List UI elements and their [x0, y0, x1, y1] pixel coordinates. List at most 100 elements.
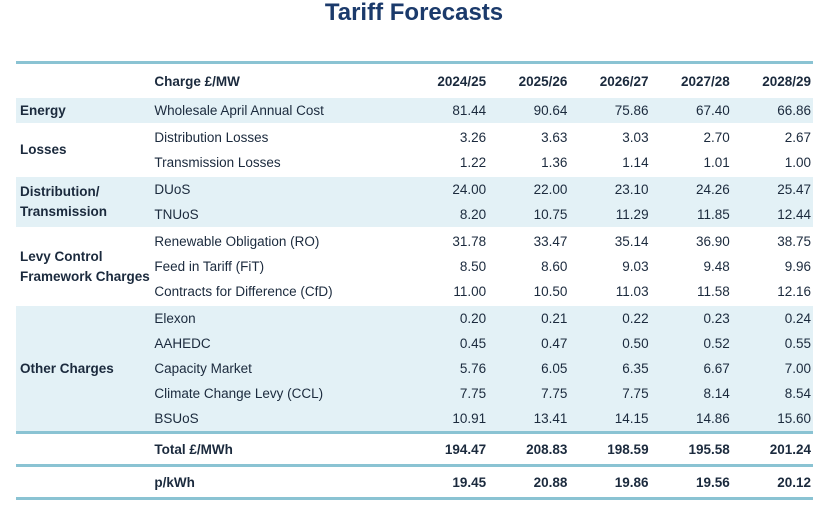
value-cell: 7.75: [569, 381, 651, 406]
charge-name: Contracts for Difference (CfD): [154, 284, 333, 299]
table-row: Climate Change Levy (CCL) 7.75 7.75 7.75…: [16, 381, 813, 406]
table-row: Energy Wholesale April Annual Cost 81.44…: [16, 98, 813, 124]
value-cell: 10.75: [488, 202, 570, 228]
value-cell: 23.10: [569, 175, 651, 202]
charge-name: Elexon: [150, 304, 407, 331]
value-cell: 8.50: [459, 259, 487, 274]
group-label-levy: Levy Control Framework Charges: [16, 227, 151, 305]
value-cell: 8.54: [731, 381, 813, 406]
value-cell: 24.26: [650, 175, 732, 202]
charge-name: Distribution Losses: [150, 123, 407, 150]
charge-name: Climate Change Levy (CCL): [150, 381, 407, 406]
value-cell: 14.15: [569, 406, 651, 433]
value-cell: 33.47: [488, 227, 570, 254]
value-cell: 14.86: [650, 406, 732, 433]
group-label-other: Other Charges: [16, 304, 151, 433]
value-cell: 1.01: [703, 155, 730, 170]
value-cell: 25.47: [731, 175, 813, 202]
charge-name: DUoS: [150, 175, 407, 202]
value-cell: 11.85: [650, 202, 732, 228]
value-cell: 12.16: [777, 284, 811, 299]
year-header: 2025/26: [488, 61, 570, 98]
charge-name: Feed in Tariff (FiT): [154, 259, 265, 274]
value-cell: 15.60: [731, 406, 813, 433]
pkwh-value: 19.56: [650, 464, 732, 500]
value-cell: 2.67: [731, 123, 813, 150]
value-cell: 10.91: [406, 406, 489, 433]
table-row: Transmission Losses 1.22 1.36 1.14 1.01 …: [16, 150, 813, 176]
value-cell: 13.41: [488, 406, 570, 433]
page-title: Tariff Forecasts: [324, 0, 504, 26]
table-row: Contracts for Difference (CfD) 11.00 10.…: [16, 279, 813, 305]
value-cell: 0.52: [650, 331, 732, 356]
total-value: 198.59: [569, 431, 651, 466]
year-header: 2028/29: [731, 61, 813, 98]
value-cell: 3.63: [488, 123, 570, 150]
value-cell: 7.00: [731, 356, 813, 381]
total-value: 194.47: [406, 431, 489, 466]
value-cell: 12.44: [731, 202, 813, 228]
pkwh-value: 19.45: [406, 464, 489, 500]
value-cell: 31.78: [406, 227, 489, 254]
value-cell: 90.64: [488, 98, 570, 124]
group-label-line: Levy Control: [20, 248, 103, 264]
table-row: Feed in Tariff (FiT) 8.50 8.60 9.03 9.48…: [16, 254, 813, 279]
value-cell: 8.14: [650, 381, 732, 406]
value-cell: 2.70: [650, 123, 732, 150]
value-cell: 67.40: [650, 98, 732, 124]
value-cell: 22.00: [488, 175, 570, 202]
value-cell: 0.23: [650, 304, 732, 331]
year-header: 2024/25: [406, 61, 489, 98]
value-cell: 35.14: [569, 227, 651, 254]
category-header: [16, 61, 151, 98]
value-cell: 1.36: [541, 155, 568, 170]
value-cell: 0.21: [488, 304, 570, 331]
table-row: Losses Distribution Losses 3.26 3.63 3.0…: [16, 123, 813, 176]
value-cell: 11.00: [453, 284, 487, 299]
value-cell: 7.75: [406, 381, 489, 406]
empty-cell: [16, 464, 151, 500]
charge-name: Capacity Market: [150, 356, 407, 381]
value-cell: 6.35: [569, 356, 651, 381]
charge-name: BSUoS: [150, 406, 407, 433]
value-cell: 24.00: [406, 175, 489, 202]
value-cell: 38.75: [731, 227, 813, 254]
value-cell: 9.96: [784, 259, 811, 274]
pkwh-row: p/kWh 19.45 20.88 19.86 19.56 20.12: [16, 464, 813, 500]
value-cell: 75.86: [569, 98, 651, 124]
pkwh-value: 20.88: [488, 464, 570, 500]
pkwh-value: 20.12: [731, 464, 813, 500]
value-cell: 0.45: [406, 331, 489, 356]
total-value: 201.24: [731, 431, 813, 466]
value-cell: 3.03: [569, 123, 651, 150]
value-cell: 5.76: [406, 356, 489, 381]
table-row: Distribution/Transmission DUoS 24.00 22.…: [16, 175, 813, 228]
group-label-line: Distribution/: [20, 184, 100, 199]
total-label: Total £/MWh: [150, 431, 407, 466]
charge-header: Charge £/MW: [150, 61, 407, 98]
value-cell: 9.03: [622, 259, 649, 274]
value-cell: 0.22: [569, 304, 651, 331]
value-cell: 9.48: [703, 259, 730, 274]
group-label-line: Framework Charges: [20, 268, 150, 284]
value-cell: 6.67: [650, 356, 732, 381]
year-header: 2026/27: [569, 61, 651, 98]
table-row: TNUoS 8.20 10.75 11.29 11.85 12.44: [16, 202, 813, 228]
total-value: 208.83: [488, 431, 570, 466]
value-cell: 36.90: [650, 227, 732, 254]
value-cell: 0.20: [406, 304, 489, 331]
value-cell: 11.03: [615, 284, 649, 299]
table-row: Other Charges Elexon 0.20 0.21 0.22 0.23…: [16, 304, 813, 433]
value-cell: 10.50: [533, 284, 568, 299]
value-cell: 66.86: [731, 98, 813, 124]
value-cell: 6.05: [488, 356, 570, 381]
pkwh-label: p/kWh: [150, 464, 407, 500]
table-row: AAHEDC 0.45 0.47 0.50 0.52 0.55: [16, 331, 813, 356]
value-cell: 7.75: [488, 381, 570, 406]
charge-name: Wholesale April Annual Cost: [150, 98, 407, 124]
value-cell: 1.14: [622, 155, 649, 170]
year-header: 2027/28: [650, 61, 732, 98]
value-cell: 1.22: [459, 155, 487, 170]
table-row: BSUoS 10.91 13.41 14.15 14.86 15.60: [16, 406, 813, 433]
value-cell: 1.00: [784, 155, 811, 170]
